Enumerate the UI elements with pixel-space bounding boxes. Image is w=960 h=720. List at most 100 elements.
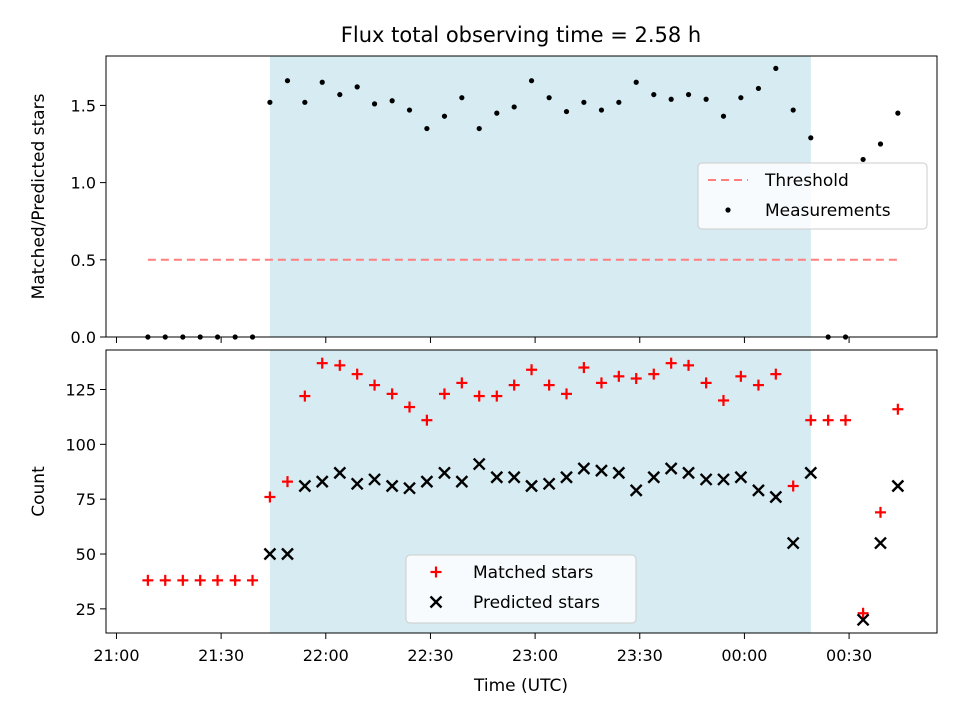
measurements-point	[354, 84, 360, 90]
legend-label: Threshold	[764, 171, 849, 191]
matched-stars-point	[840, 414, 852, 426]
predicted-stars-point	[315, 475, 329, 488]
predicted-stars-point	[403, 481, 416, 495]
matched-stars-point	[543, 379, 555, 391]
measurements-point	[703, 96, 709, 102]
matched-stars-point	[351, 368, 363, 380]
matched-stars-point	[683, 359, 695, 371]
legend-swatch-predicted-stars	[429, 595, 443, 609]
measurements-point	[389, 98, 395, 104]
x-ticks-top	[115, 337, 850, 343]
chart-title: Flux total observing time = 2.58 h	[341, 23, 701, 47]
legend-box	[697, 162, 928, 230]
axes-frame-top	[105, 55, 938, 338]
matched-stars-point	[369, 379, 381, 391]
measurements-point	[546, 95, 552, 101]
measurements-point	[685, 91, 692, 98]
measurements-point	[877, 141, 884, 147]
matched-stars-point	[665, 357, 677, 369]
matched-stars-point	[438, 388, 450, 400]
predicted-stars-point	[891, 479, 905, 493]
matched-stars-point	[316, 357, 328, 369]
y-tick-label: 1.5	[71, 96, 96, 115]
predicted-stars-point	[298, 479, 312, 493]
legend-box	[405, 554, 637, 624]
legend-label: Predicted stars	[473, 593, 600, 613]
predicted-stars-point	[333, 466, 347, 480]
matched-stars-point	[752, 379, 764, 391]
x-ticks-bottom: 21:00 21:30 22:00 22:30 23:00 23:30 00:00 00:30	[93, 633, 872, 665]
predicted-stars-point	[734, 470, 748, 484]
measurements-point	[755, 85, 762, 92]
predicted-stars-point	[455, 475, 469, 488]
measurements-point	[371, 101, 378, 107]
x-tick-label: 21:00	[93, 646, 139, 665]
predicted-stars-point	[560, 470, 573, 484]
matched-stars-point	[874, 506, 886, 518]
y-tick-label: 100	[65, 435, 96, 454]
predicted-stars-point	[595, 464, 608, 478]
matched-stars-point	[456, 377, 468, 389]
y-tick-label: 1.0	[71, 174, 96, 193]
measurements-point	[494, 110, 500, 116]
count-points	[142, 357, 905, 627]
y-tick-label: 50	[76, 545, 96, 564]
measurements-point	[528, 78, 535, 84]
predicted-stars-point	[368, 473, 381, 486]
matched-stars-point	[630, 373, 642, 385]
x-tick-label: 00:30	[826, 646, 872, 665]
measurements-point	[598, 107, 605, 113]
y-tick-label: 125	[65, 380, 96, 399]
predicted-stars-point	[856, 613, 870, 627]
matched-stars-point	[770, 368, 782, 380]
legend-bottom: Matched stars Predicted stars	[405, 554, 637, 624]
predicted-stars-point	[717, 473, 730, 486]
measurements-point	[581, 99, 587, 105]
predicted-stars-point	[281, 547, 294, 561]
measurements-point	[633, 79, 639, 85]
measurement-points	[145, 65, 901, 340]
measurements-point	[284, 78, 291, 84]
measurements-point	[860, 156, 866, 163]
legend-swatch-matched-stars	[430, 566, 442, 578]
matched-stars-point	[613, 370, 625, 382]
measurements-point	[302, 99, 308, 105]
predicted-stars-point	[769, 490, 783, 504]
matched-stars-point	[281, 476, 293, 488]
predicted-stars-point	[542, 477, 556, 491]
matched-stars-point	[700, 377, 712, 389]
matched-stars-point	[386, 388, 398, 400]
measurements-point	[720, 113, 727, 119]
y-tick-label: 75	[76, 490, 96, 509]
measurements-point	[773, 65, 779, 71]
predicted-stars-point	[472, 457, 486, 471]
matched-stars-point	[561, 388, 573, 400]
matched-stars-point	[142, 574, 154, 586]
measurements-point	[337, 91, 343, 98]
matched-stars-point	[857, 607, 869, 619]
predicted-stars-point	[612, 466, 626, 480]
y-ticks-top: 0.0 0.5 1.0 1.5	[71, 96, 106, 347]
predicted-stars-point	[786, 536, 800, 550]
predicted-stars-point	[664, 462, 678, 475]
measurements-point	[459, 95, 465, 101]
predicted-stars-point	[350, 477, 364, 491]
legend-top: Threshold Measurements	[697, 162, 928, 230]
predicted-stars-point	[525, 479, 538, 493]
matched-stars-point	[177, 574, 189, 586]
y-tick-label: 0.0	[71, 328, 96, 347]
measurements-point	[441, 113, 448, 119]
matched-stars-point	[299, 390, 311, 402]
matched-stars-point	[735, 370, 747, 382]
measurements-point	[563, 108, 570, 115]
matched-stars-point	[595, 377, 607, 389]
measurements-point	[267, 99, 273, 105]
legend-swatch-measurements	[725, 207, 731, 213]
predicted-stars-point	[629, 484, 643, 497]
y-tick-label: 0.5	[71, 251, 96, 270]
measurements-point	[790, 107, 796, 113]
y-axis-label-top: Matched/Predicted stars	[29, 93, 49, 299]
matched-stars-point	[526, 364, 538, 376]
predicted-stars-point	[577, 462, 591, 475]
